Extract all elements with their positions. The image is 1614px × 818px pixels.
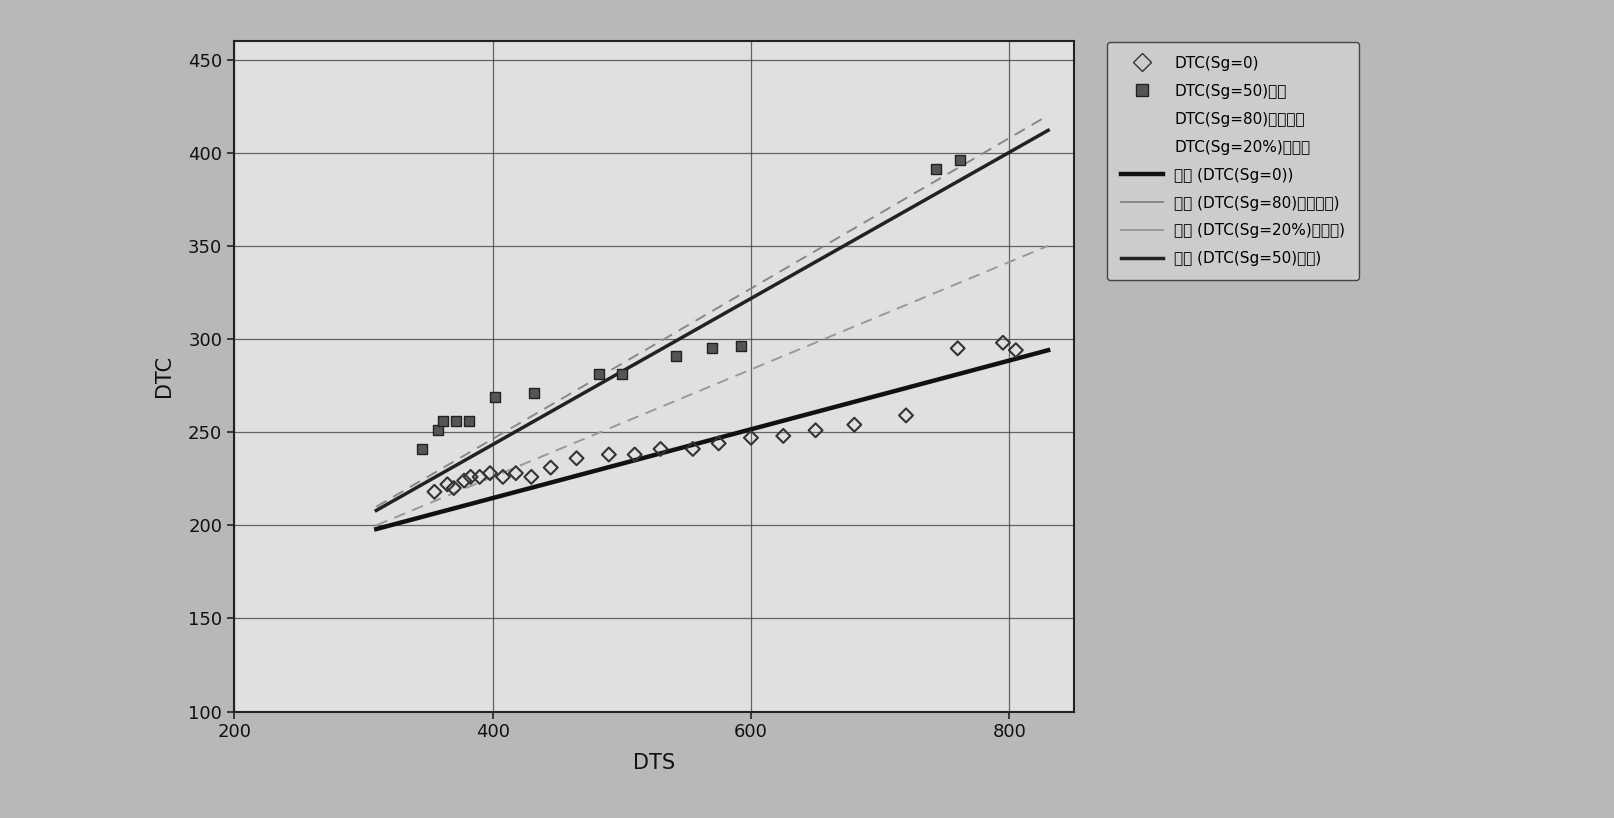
Point — [408, 443, 434, 456]
Point — [502, 466, 528, 479]
Legend: DTC(Sg=0), DTC(Sg=50)气线, DTC(Sg=80)高含气线, DTC(Sg=20%)气水线, 拟数 (DTC(Sg=0)), 拟数 (DTC: DTC(Sg=0), DTC(Sg=50)气线, DTC(Sg=80)高含气线,… — [1106, 42, 1357, 281]
Point — [424, 424, 450, 437]
Point — [699, 342, 725, 355]
Point — [518, 470, 544, 483]
Point — [444, 415, 470, 428]
Point — [431, 415, 457, 428]
Point — [457, 415, 483, 428]
Point — [466, 470, 492, 483]
Point — [728, 340, 754, 353]
Point — [738, 431, 763, 444]
Point — [893, 409, 918, 422]
Point — [596, 448, 621, 461]
Point — [922, 163, 947, 176]
Point — [434, 478, 460, 491]
Point — [563, 452, 589, 465]
Point — [441, 482, 466, 495]
Point — [621, 448, 647, 461]
Point — [421, 485, 447, 498]
Point — [944, 342, 970, 355]
Point — [450, 474, 476, 488]
Point — [586, 368, 612, 381]
Point — [457, 470, 483, 483]
Point — [647, 443, 673, 456]
Point — [608, 368, 634, 381]
Point — [679, 443, 705, 456]
X-axis label: DTS: DTS — [633, 753, 675, 772]
Point — [537, 461, 563, 474]
Y-axis label: DTC: DTC — [153, 355, 174, 398]
Point — [1002, 344, 1028, 357]
Point — [989, 336, 1015, 349]
Point — [483, 390, 508, 403]
Point — [489, 470, 515, 483]
Point — [802, 424, 828, 437]
Point — [663, 349, 689, 362]
Point — [841, 418, 867, 431]
Point — [705, 437, 731, 450]
Point — [521, 387, 547, 400]
Point — [770, 429, 796, 443]
Point — [947, 154, 973, 167]
Point — [476, 466, 502, 479]
